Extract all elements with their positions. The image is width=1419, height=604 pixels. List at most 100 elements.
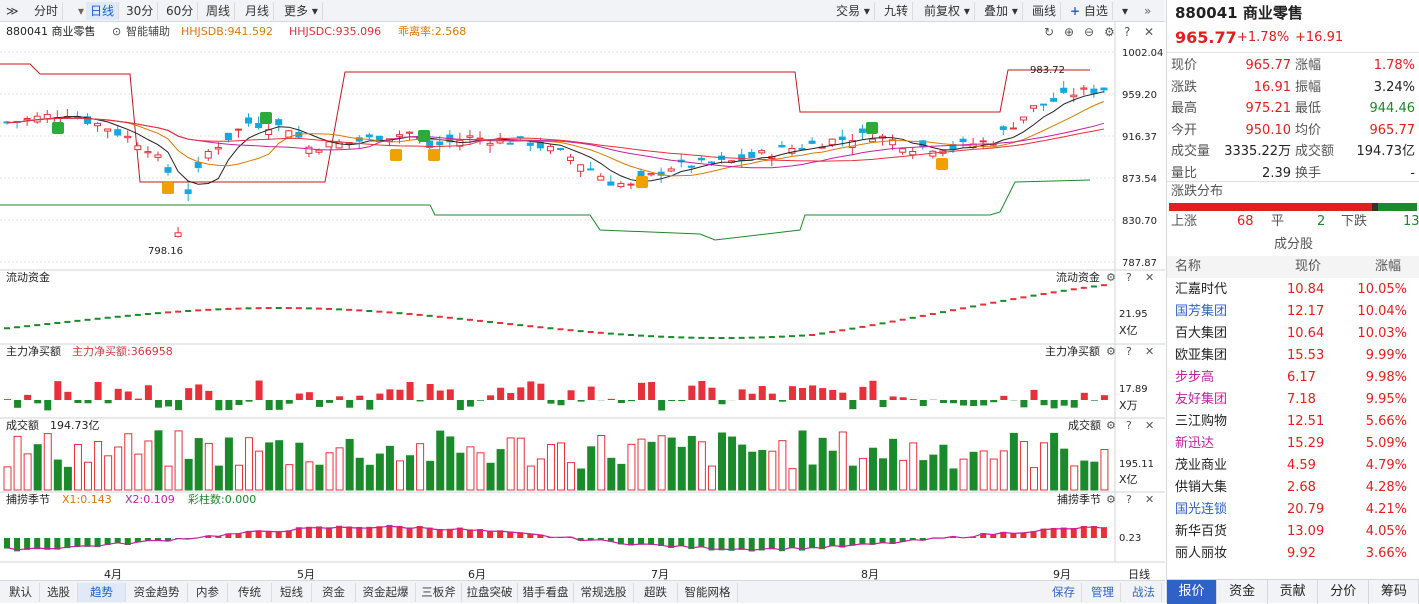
strategy-tab[interactable]: 默认 (2, 583, 40, 602)
strategy-tab[interactable]: 三板斧 (416, 583, 462, 602)
draw-button[interactable]: 画线 (1028, 2, 1061, 20)
down-label: 下跌 (1341, 211, 1367, 233)
tab-weekly[interactable]: 周线 (202, 2, 235, 20)
volume-bar (44, 434, 51, 490)
help-icon[interactable]: ? (1124, 25, 1130, 39)
strategy-tab[interactable]: 猎手看盘 (518, 583, 574, 602)
net-bar (266, 400, 273, 410)
strategy-tab[interactable]: 超跌 (634, 583, 678, 602)
collapse-icon[interactable]: ≫ (2, 2, 24, 20)
overlay-button[interactable]: 叠加 ▾ (980, 2, 1023, 20)
settings-icon[interactable]: ⚙ (1104, 25, 1115, 39)
strategy-tab[interactable]: 选股 (40, 583, 78, 602)
adjust-label: 前复权 (924, 4, 960, 18)
close-icon[interactable]: ✕ (1145, 419, 1154, 432)
settings-icon[interactable]: ⚙ (1106, 419, 1116, 432)
help-icon[interactable]: ? (1126, 345, 1132, 358)
candle-body (910, 151, 916, 154)
net-bar (719, 400, 726, 404)
strategy-tab[interactable]: 智能网格 (678, 583, 738, 602)
quote-tab[interactable]: 筹码 (1369, 580, 1419, 604)
settings-icon[interactable]: ⚙ (1106, 271, 1116, 284)
strategy-tab[interactable]: 传统 (228, 583, 272, 602)
flow-dot (849, 328, 855, 330)
net-bar (467, 400, 474, 407)
flow-dot (769, 336, 775, 338)
col-price[interactable]: 现价 (1295, 256, 1321, 278)
nine-turn-button[interactable]: 九转 (880, 2, 913, 20)
strategy-tab[interactable]: 趋势 (78, 583, 126, 602)
help-icon[interactable]: ? (1126, 419, 1132, 432)
candle-body (115, 130, 121, 135)
close-icon[interactable]: ✕ (1145, 345, 1154, 358)
close-icon[interactable]: ✕ (1145, 493, 1154, 506)
strategy-action[interactable]: 保存 (1046, 583, 1082, 602)
watchlist-button[interactable]: + 自选 (1066, 2, 1113, 20)
settings-icon[interactable]: ⚙ (1106, 345, 1116, 358)
net-bar (990, 400, 997, 402)
help-icon[interactable]: ? (1126, 271, 1132, 284)
flow-dot (537, 326, 543, 328)
col-pct[interactable]: 涨幅 (1375, 256, 1401, 278)
quote-tab[interactable]: 报价 (1167, 580, 1217, 604)
zoom-in-icon[interactable]: ⊕ (1064, 25, 1074, 39)
chevron-down-icon[interactable]: ▾ (1118, 2, 1132, 20)
tab-monthly[interactable]: 月线 (241, 2, 274, 20)
strategy-action[interactable]: 战法 (1126, 583, 1162, 602)
strategy-action[interactable]: 管理 (1085, 583, 1121, 602)
smart-assist-icon[interactable]: ⊙ (112, 25, 121, 38)
stat-value: 965.77 (1327, 120, 1415, 142)
adjust-button[interactable]: 前复权 ▾ (920, 2, 975, 20)
strategy-tab[interactable]: 资金趋势 (126, 583, 188, 602)
quote-tab[interactable]: 贡献 (1268, 580, 1318, 604)
refresh-icon[interactable]: ↻ (1044, 25, 1054, 39)
tab-intraday[interactable]: 分时 (30, 2, 63, 20)
chevron-down-icon[interactable]: ▾ (74, 2, 84, 20)
close-icon[interactable]: ✕ (1144, 25, 1154, 39)
buy-signal-icon (866, 122, 878, 134)
net-bar (1081, 393, 1088, 400)
zoom-out-icon[interactable]: ⊖ (1084, 25, 1094, 39)
help-icon[interactable]: ? (1126, 493, 1132, 506)
net-bar (819, 388, 826, 400)
net-bar (547, 400, 554, 404)
tab-daily[interactable]: 日线 (86, 2, 119, 20)
volume-bar (205, 443, 212, 490)
trade-button[interactable]: 交易 ▾ (832, 2, 875, 20)
volume-bar (246, 438, 253, 490)
close-icon[interactable]: ✕ (1145, 271, 1154, 284)
net-bar (980, 400, 987, 405)
volume-bar (64, 467, 71, 490)
quote-tab[interactable]: 资金 (1218, 580, 1268, 604)
smart-assist-label[interactable]: 智能辅助 (126, 24, 170, 38)
collapse-right-icon[interactable]: » (1140, 2, 1155, 20)
strategy-tab[interactable]: 短线 (272, 583, 312, 602)
strategy-tab[interactable]: 资金起爆 (356, 583, 416, 602)
flow-dot (527, 325, 533, 327)
strategy-tab[interactable]: 内参 (188, 583, 228, 602)
tab-30min[interactable]: 30分 (122, 2, 158, 20)
tab-more[interactable]: 更多 ▾ (280, 2, 323, 20)
strategy-tab[interactable]: 拉盘突破 (462, 583, 518, 602)
quote-tab[interactable]: 分价 (1319, 580, 1369, 604)
col-name[interactable]: 名称 (1175, 256, 1201, 278)
strategy-tab[interactable]: 资金 (312, 583, 356, 602)
net-bar (346, 400, 353, 408)
settings-icon[interactable]: ⚙ (1106, 493, 1116, 506)
tab-60min[interactable]: 60分 (162, 2, 198, 20)
strategy-tab[interactable]: 常规选股 (574, 583, 634, 602)
